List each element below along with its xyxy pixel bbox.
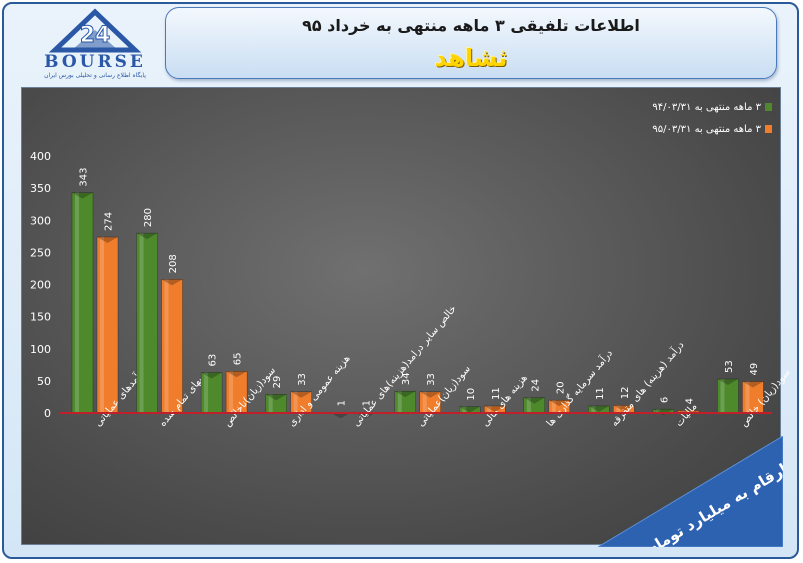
y-tick-label: 200 [30, 279, 51, 292]
bar-highlight [229, 371, 234, 413]
company-symbol: ثشاهد [434, 44, 508, 72]
data-label: 274 [104, 212, 115, 231]
bar-highlight [720, 378, 725, 413]
data-label: 1 [362, 400, 373, 406]
data-label: 343 [79, 168, 90, 187]
data-label: 33 [297, 373, 308, 386]
logo-mark: 24 [48, 8, 142, 53]
logo-name: BOURSE [44, 52, 146, 72]
svg-text:24: 24 [80, 23, 111, 48]
bar-highlight [164, 279, 169, 413]
bar-highlight [551, 400, 556, 413]
page-title: اطلاعات تلفیقی ۳ ماهه منتهی به خرداد ۹۵ [302, 16, 640, 35]
bar-cap [290, 391, 312, 398]
bar-cap [717, 378, 739, 385]
bar-highlight [268, 394, 273, 413]
y-tick-label: 400 [30, 150, 51, 163]
bar-cap [419, 391, 441, 398]
bar-highlight [75, 192, 79, 413]
y-tick-label: 350 [30, 182, 51, 195]
bar-highlight [422, 391, 427, 413]
header-box: اطلاعات تلفیقی ۳ ماهه منتهی به خرداد ۹۵ … [165, 7, 777, 79]
data-label: 11 [595, 387, 606, 400]
legend-swatch-green [765, 103, 772, 111]
data-label: 34 [401, 372, 412, 385]
bar-highlight [591, 405, 596, 413]
data-label: 4 [684, 398, 695, 404]
bar-cap [226, 371, 248, 378]
bar-cap [742, 381, 764, 388]
data-label: 63 [208, 354, 219, 367]
bar-highlight [204, 372, 209, 413]
bar-highlight [745, 381, 750, 413]
legend-item-1395: ۳ ماهه منتهی به ۹۵/۰۳/۳۱ [612, 123, 772, 145]
y-tick-label: 50 [37, 375, 51, 388]
data-label: 280 [143, 208, 154, 227]
data-label: 10 [466, 388, 477, 401]
bar-cap [201, 372, 223, 379]
bar-highlight [680, 410, 685, 413]
bar-highlight [487, 405, 492, 413]
bar-highlight [100, 236, 104, 413]
category-label: درآمد (هزینه) های متفرقه [608, 338, 687, 428]
data-label: 29 [272, 376, 283, 389]
category-label: هزینه عمومی و اداری [287, 353, 353, 429]
bar-highlight [655, 409, 660, 413]
bar-highlight [397, 391, 402, 413]
bar-cap [459, 406, 481, 413]
bar-cap [548, 400, 570, 407]
data-label: 65 [233, 353, 244, 366]
bar-cap [394, 391, 416, 398]
data-label: 24 [530, 379, 541, 392]
category-label: مالیات [674, 401, 700, 429]
bar-highlight [139, 233, 144, 413]
bar-cap [265, 394, 287, 401]
data-label: 33 [426, 373, 437, 386]
bar-cap [613, 405, 635, 412]
data-label: 1 [337, 400, 348, 406]
bar-cap [523, 397, 545, 404]
bar-cap [136, 233, 158, 240]
bar-highlight [462, 406, 467, 413]
y-tick-label: 100 [30, 343, 51, 356]
bar-highlight [526, 397, 531, 413]
legend-item-1394: ۳ ماهه منتهی به ۹۴/۰۳/۳۱ [612, 101, 772, 123]
bar-highlight [293, 391, 298, 413]
y-tick-label: 300 [30, 214, 51, 227]
data-label: 11 [491, 387, 502, 400]
data-label: 20 [555, 381, 566, 394]
data-label: 49 [749, 363, 760, 376]
y-tick-label: 0 [44, 407, 51, 420]
legend-swatch-orange [765, 125, 772, 133]
bourse-logo: 24 BOURSE پایگاه اطلاع رسانی و تحلیلی بو… [20, 6, 170, 86]
logo-subtitle: پایگاه اطلاع رسانی و تحلیلی بورس ایران [44, 72, 146, 79]
y-tick-label: 250 [30, 246, 51, 259]
data-label: 53 [724, 360, 735, 373]
bar-cap [97, 236, 118, 243]
bar-cap [72, 192, 93, 199]
bar-cap [588, 405, 610, 412]
data-label: 208 [168, 254, 179, 273]
chart-legend: ۳ ماهه منتهی به ۹۴/۰۳/۳۱ ۳ ماهه منتهی به… [612, 101, 772, 145]
y-tick-label: 150 [30, 311, 51, 324]
bar-highlight [616, 405, 621, 413]
data-label: 12 [620, 387, 631, 400]
category-label: هزینه های مالی [480, 373, 530, 429]
bar-cap [484, 405, 506, 412]
legend-label-1395: ۳ ماهه منتهی به ۹۵/۰۳/۳۱ [652, 124, 761, 135]
data-label: 6 [659, 397, 670, 403]
bar-cap [161, 279, 183, 286]
legend-label-1394: ۳ ماهه منتهی به ۹۴/۰۳/۳۱ [652, 102, 761, 113]
